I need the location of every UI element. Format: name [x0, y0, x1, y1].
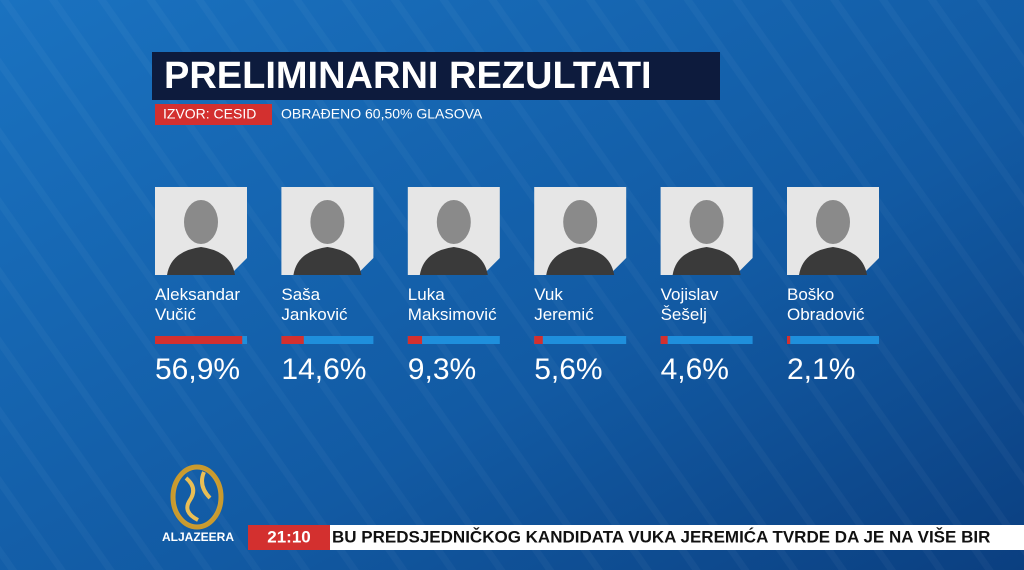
value-label: 14,6% [281, 353, 366, 386]
ticker-band [248, 525, 1024, 550]
bar [534, 336, 543, 344]
bar-track [281, 336, 374, 344]
photo-head [310, 200, 345, 244]
ticker-time: 21:10 [267, 527, 310, 546]
photo-body [799, 247, 867, 275]
candidate-name: Aleksandar Vučić [155, 285, 240, 324]
bar [281, 336, 304, 344]
bar [155, 336, 243, 344]
bar-track [534, 336, 627, 344]
value-label: 2,1% [787, 353, 855, 386]
logo-text: ALJAZEERA [162, 530, 234, 544]
photo-head [563, 200, 598, 244]
candidate-name: Vuk Jeremić [534, 285, 594, 324]
photo-body [419, 247, 488, 275]
logo-calligraphy [184, 471, 212, 522]
candidate-name: Vojislav Šešelj [661, 285, 719, 324]
value-label: 9,3% [408, 353, 476, 386]
value-label: 4,6% [661, 353, 729, 386]
logo: ALJAZEERA [162, 464, 234, 544]
subtitle: OBRAĐENO 60,50% GLASOVA [281, 106, 483, 122]
source: IZVOR: CESID [163, 106, 256, 122]
title-box [152, 52, 720, 100]
value-label: 56,9% [155, 353, 240, 386]
source-box [155, 104, 272, 125]
logo-emblem [170, 464, 224, 530]
bar [407, 336, 423, 344]
bar-track [407, 336, 500, 344]
candidate-name: Saša Janković [281, 285, 348, 324]
candidate-name: Boško Obradović [787, 285, 865, 324]
photo-head [816, 200, 850, 244]
photo-head [184, 200, 218, 244]
title: PRELIMINARNI REZULTATI [164, 55, 652, 97]
ticker-text: BU PREDSJEDNIČKOG KANDIDATA VUKA JEREMIĆ… [332, 527, 990, 546]
ticker-time-box [248, 525, 330, 550]
photo-head [436, 200, 471, 244]
photo-body [546, 247, 615, 275]
bar-track [787, 336, 879, 344]
photo-body [293, 247, 362, 275]
photo-head [689, 200, 724, 244]
value-label: 5,6% [534, 353, 602, 386]
photo-body [167, 247, 235, 275]
candidate-name: Luka Maksimović [408, 285, 497, 324]
bar-track [660, 336, 753, 344]
bar [660, 336, 668, 344]
photo-body [672, 247, 741, 275]
bar [787, 336, 791, 344]
candidates: Aleksandar Vučić 56,9% Saša Janković 14,6% Luk… [155, 187, 879, 386]
